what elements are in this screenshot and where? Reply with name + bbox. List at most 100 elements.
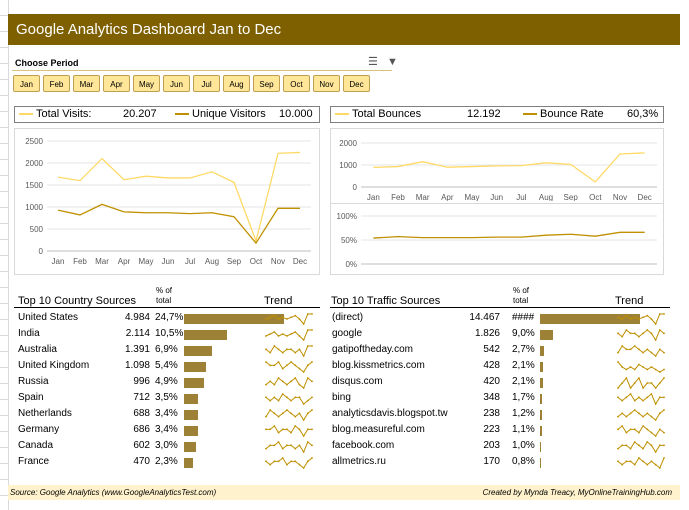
traffic-pct-head-line1: % of xyxy=(513,286,530,295)
sparkline-point xyxy=(621,318,624,320)
sparkline-point xyxy=(646,348,649,351)
month-button-may[interactable]: May xyxy=(133,75,160,92)
sparkline-point xyxy=(311,361,313,363)
sparkline-point xyxy=(654,403,657,405)
sparkline-point xyxy=(654,435,657,437)
source-pct: 10,5% xyxy=(155,328,184,339)
sparkline-point xyxy=(625,415,628,418)
x-tick-label: Feb xyxy=(73,257,87,266)
month-slicer: Jan Feb Mar Apr May Jun Jul Aug Sep Oct Nov Dec xyxy=(13,75,370,92)
x-tick-label: Feb xyxy=(391,193,405,201)
sparkline-point xyxy=(617,447,619,450)
multi-select-icon[interactable]: ☰ xyxy=(368,56,378,68)
sparkline-point xyxy=(265,447,267,450)
footer-source: Source: Google Analytics (www.GoogleAnal… xyxy=(10,488,217,497)
x-tick-label: Apr xyxy=(118,257,131,266)
sparkline-point xyxy=(629,412,632,415)
month-button-nov[interactable]: Nov xyxy=(313,75,340,92)
footer-credit: Created by Mynda Treacy, MyOnlineTrainin… xyxy=(482,488,672,497)
month-button-sep[interactable]: Sep xyxy=(253,75,280,92)
sparkline-point xyxy=(290,431,292,434)
sparkline-point xyxy=(302,435,305,437)
month-button-jun[interactable]: Jun xyxy=(163,75,190,92)
table-row: facebook.com 203 1,0% xyxy=(0,439,689,455)
series-line-0 xyxy=(373,231,645,239)
sparkline-point xyxy=(269,428,272,431)
clear-filter-icon[interactable]: ▼ xyxy=(386,56,398,68)
share-bar xyxy=(540,394,543,404)
source-value: 688 xyxy=(133,408,150,419)
sparkline-point xyxy=(654,355,657,357)
sparkline-point xyxy=(277,318,280,320)
sparkline-point xyxy=(290,444,292,447)
sparkline-point xyxy=(658,371,661,373)
month-button-jan[interactable]: Jan xyxy=(13,75,40,92)
sparkline-point xyxy=(658,412,661,415)
sparkline-point xyxy=(633,345,636,347)
footer-bar: Source: Google Analytics (www.GoogleAnal… xyxy=(8,485,680,500)
sparkline-point xyxy=(638,457,640,459)
sparkline-point xyxy=(633,399,636,402)
table-row: India 2.114 10,5% xyxy=(0,327,689,343)
sparkline-point xyxy=(269,463,272,466)
trend-sparkline xyxy=(265,345,313,358)
sparkline-point xyxy=(629,460,632,463)
country-pct-head: % of total xyxy=(156,286,172,306)
sparkline-point xyxy=(281,393,284,395)
trend-sparkline xyxy=(265,425,313,437)
x-tick-label: Dec xyxy=(293,257,307,266)
x-tick-label: May xyxy=(138,257,153,266)
country-trend-head: Trend xyxy=(264,295,293,307)
sparkline-point xyxy=(311,345,313,347)
sparkline-point xyxy=(650,415,653,418)
traffic-trend-head: Trend xyxy=(615,295,644,307)
month-button-aug[interactable]: Aug xyxy=(223,75,250,92)
month-button-oct[interactable]: Oct xyxy=(283,75,310,92)
x-tick-label: Mar xyxy=(416,193,430,201)
sparkline-point xyxy=(294,314,297,317)
x-tick-label: Oct xyxy=(589,193,602,201)
source-name: facebook.com xyxy=(332,440,395,451)
share-bar xyxy=(540,458,542,468)
sparkline-point xyxy=(638,412,640,415)
sparkline-point xyxy=(617,332,619,335)
sparkline-point xyxy=(625,431,628,434)
unique-visitors-label: Unique Visitors xyxy=(192,108,266,120)
x-tick-label: Jun xyxy=(162,257,175,266)
y-tick-label: 1000 xyxy=(339,161,357,170)
x-tick-label: Mar xyxy=(95,257,109,266)
sparkline-point xyxy=(277,399,280,402)
sparkline-point xyxy=(306,428,309,431)
source-value: 428 xyxy=(483,360,500,371)
source-value: 4.984 xyxy=(124,312,150,323)
sparkline-point xyxy=(621,463,624,466)
share-bar xyxy=(184,394,199,404)
month-button-jul[interactable]: Jul xyxy=(193,75,220,92)
sparkline-point xyxy=(638,377,640,379)
month-button-feb[interactable]: Feb xyxy=(43,75,70,92)
table-row: blog.kissmetrics.com 428 2,1% xyxy=(0,359,689,375)
sparkline-point xyxy=(265,396,267,399)
month-button-mar[interactable]: Mar xyxy=(73,75,100,92)
sparkline-point xyxy=(633,409,636,411)
sparkline-point xyxy=(625,314,628,317)
sparkline-point xyxy=(650,431,653,434)
sparkline-point xyxy=(277,460,280,463)
sparkline-point xyxy=(658,467,661,469)
month-button-dec[interactable]: Dec xyxy=(343,75,370,92)
sparkline-point xyxy=(302,339,305,341)
month-button-apr[interactable]: Apr xyxy=(103,75,130,92)
share-bar xyxy=(184,442,197,452)
source-pct: 2,1% xyxy=(512,376,535,387)
sparkline-point xyxy=(281,351,284,354)
sparkline-point xyxy=(269,316,272,319)
table-row: allmetrics.ru 170 0,8% xyxy=(0,455,689,471)
sparkline-point xyxy=(281,380,284,383)
slicer-divider xyxy=(12,70,392,71)
source-pct: 3,4% xyxy=(155,424,178,435)
sparkline-point xyxy=(286,428,288,431)
source-value: 14.467 xyxy=(469,312,500,323)
source-value: 203 xyxy=(483,440,500,451)
sparkline-point xyxy=(617,396,619,399)
sparkline-point xyxy=(302,387,305,389)
